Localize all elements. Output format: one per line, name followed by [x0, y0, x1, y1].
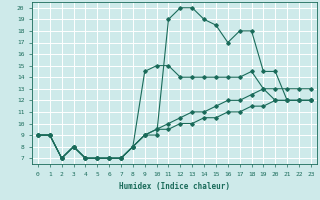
X-axis label: Humidex (Indice chaleur): Humidex (Indice chaleur): [119, 182, 230, 191]
